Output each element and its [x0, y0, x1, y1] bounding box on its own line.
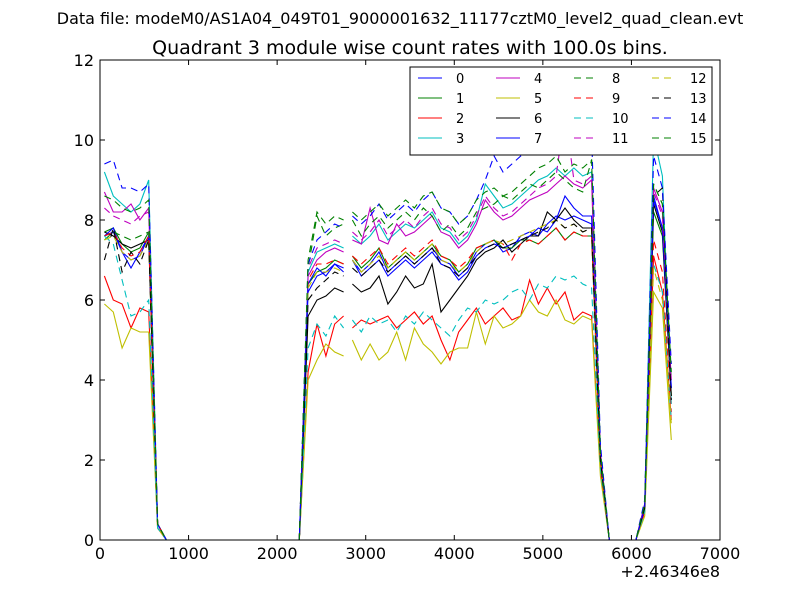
series-line-13	[103, 186, 672, 540]
x-tick-label: 1000	[168, 544, 209, 563]
legend-label-5: 5	[534, 92, 542, 107]
legend-label-15: 15	[690, 132, 707, 147]
y-tick-label: 10	[74, 131, 94, 150]
series-line-3	[103, 135, 672, 540]
series-line-14	[104, 127, 672, 540]
x-tick-label: 3000	[345, 544, 386, 563]
series-line-7	[104, 194, 672, 540]
series-line-9	[104, 227, 672, 540]
series-line-10	[104, 235, 672, 540]
legend-label-13: 13	[690, 92, 707, 107]
legend-label-12: 12	[690, 72, 707, 87]
series-line-1	[104, 211, 672, 540]
series-line-2	[103, 255, 672, 540]
x-tick-label: 5000	[522, 544, 563, 563]
series-line-15	[104, 155, 672, 540]
series-line-6	[104, 203, 672, 540]
series-line-12	[104, 219, 672, 540]
series-line-11	[104, 111, 672, 540]
legend-label-1: 1	[456, 92, 464, 107]
legend-label-3: 3	[456, 132, 464, 147]
legend-label-4: 4	[534, 72, 542, 87]
y-tick-label: 8	[84, 211, 94, 230]
legend-label-11: 11	[612, 132, 629, 147]
series-layer	[103, 111, 672, 540]
x-axis: 0 1000 2000 3000 4000 5000 6000 7000	[95, 60, 740, 563]
x-tick-label: 7000	[700, 544, 741, 563]
x-tick-label: 0	[95, 544, 105, 563]
legend-label-9: 9	[612, 92, 620, 107]
x-tick-label: 4000	[434, 544, 475, 563]
legend-label-2: 2	[456, 112, 464, 127]
y-tick-label: 6	[84, 291, 94, 310]
legend-label-0: 0	[456, 72, 464, 87]
legend-label-6: 6	[534, 112, 542, 127]
chart-suptitle: Data file: modeM0/AS1A04_049T01_90000016…	[57, 9, 743, 29]
y-tick-label: 4	[84, 371, 94, 390]
legend-label-7: 7	[534, 132, 542, 147]
x-tick-label: 2000	[257, 544, 298, 563]
chart-title: Quadrant 3 module wise count rates with …	[152, 37, 668, 59]
x-tick-label: 6000	[611, 544, 652, 563]
legend-label-10: 10	[612, 112, 629, 127]
series-line-4	[103, 175, 672, 540]
series-line-8	[104, 159, 672, 540]
series-line-0	[104, 195, 672, 540]
legend-label-8: 8	[612, 72, 620, 87]
legend-box	[409, 66, 713, 156]
x-offset-label: +2.46346e8	[620, 562, 720, 581]
y-tick-label: 12	[74, 51, 94, 70]
legend-label-14: 14	[690, 112, 707, 127]
series-line-5	[104, 290, 672, 540]
y-tick-label: 0	[84, 531, 94, 550]
y-tick-label: 2	[84, 451, 94, 470]
